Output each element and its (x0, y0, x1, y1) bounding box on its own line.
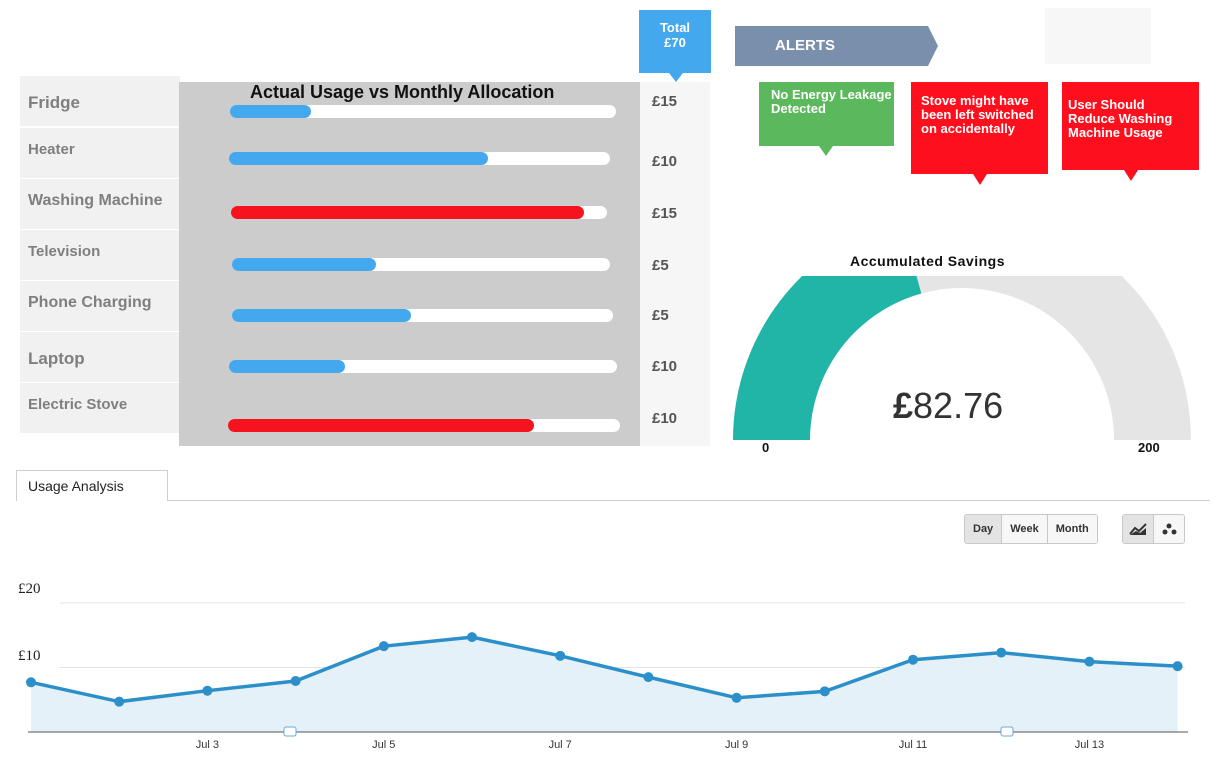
gauge-title: Accumulated Savings (850, 253, 1005, 269)
usage-line (30, 635, 1178, 704)
alert-text: No Energy Leakage Detected (771, 87, 892, 116)
appliance-label: Washing Machine (28, 192, 163, 209)
tab-divider (168, 500, 1210, 501)
data-point[interactable] (290, 676, 301, 687)
alert-stove: Stove might have been left switched on a… (911, 82, 1048, 174)
alert-pointer (973, 174, 987, 185)
data-point[interactable] (467, 632, 477, 643)
appliance-row: Fridge (20, 76, 180, 126)
usage-track (232, 309, 613, 322)
data-point[interactable] (202, 685, 213, 696)
appliance-cost: £5 (652, 307, 669, 324)
appliance-row: Washing Machine (20, 179, 180, 229)
usage-fill (232, 309, 412, 322)
tab-usage-analysis[interactable]: Usage Analysis (16, 470, 168, 501)
alert-pointer (819, 146, 833, 156)
x-tick-label: Jul 11 (898, 739, 928, 751)
annotation-flag-icon[interactable] (283, 726, 297, 737)
usage-fill (230, 105, 312, 118)
range-month-button[interactable]: Month (1047, 515, 1097, 543)
savings-value: £82.76 (893, 385, 1003, 427)
usage-fill (229, 152, 489, 165)
x-tick-label: Jul 13 (1074, 739, 1105, 751)
total-label: Total (659, 20, 691, 35)
gauge-max-label: 200 (1138, 440, 1160, 455)
total-badge-pointer (669, 73, 683, 82)
gauge-fill (733, 276, 922, 440)
appliance-cost: £15 (652, 93, 678, 110)
appliance-label: Phone Charging (28, 294, 152, 311)
x-tick-label: Jul 7 (548, 739, 572, 751)
data-point[interactable] (731, 692, 742, 703)
usage-chart (26, 602, 1188, 737)
usage-track (230, 105, 616, 118)
appliance-label: Laptop (28, 349, 85, 368)
alerts-banner-tip (928, 26, 938, 66)
range-day-button[interactable]: Day (965, 515, 1003, 543)
data-point[interactable] (378, 641, 389, 652)
data-point[interactable] (908, 654, 918, 665)
appliance-cost: £10 (652, 410, 678, 427)
currency-symbol: £ (893, 385, 914, 426)
line-chart-button[interactable] (1123, 515, 1154, 543)
data-point[interactable] (555, 650, 566, 661)
y-tick-label: £20 (18, 581, 41, 597)
data-point[interactable] (1084, 656, 1095, 667)
appliance-label: Electric Stove (28, 396, 128, 413)
appliance-row: Television (20, 230, 180, 280)
data-point[interactable] (643, 672, 654, 683)
scatter-chart-icon (1162, 523, 1177, 535)
total-badge: Total £70 (639, 10, 711, 73)
alert-washing-machine: User Should Reduce Washing Machine Usage (1062, 82, 1199, 170)
y-tick-label: £10 (18, 648, 41, 664)
alert-text: User Should Reduce Washing Machine Usage (1068, 97, 1173, 140)
appliance-cost: £5 (652, 257, 669, 274)
appliance-row: Laptop (20, 332, 180, 382)
x-tick-label: Jul 5 (372, 739, 396, 751)
appliance-row: Heater (20, 128, 180, 178)
line-chart-icon (1129, 523, 1147, 535)
savings-amount: 82.76 (913, 385, 1004, 426)
alert-no-leakage: No Energy Leakage Detected (759, 82, 894, 146)
usage-area (31, 637, 1178, 732)
x-tick-label: Jul 3 (195, 739, 220, 751)
data-point[interactable] (1172, 661, 1183, 672)
data-point[interactable] (114, 696, 125, 707)
usage-fill (228, 419, 534, 432)
appliance-row: Electric Stove (20, 383, 180, 433)
usage-fill (232, 258, 376, 271)
appliance-label: Heater (28, 141, 75, 158)
usage-track (229, 360, 617, 373)
range-week-button[interactable]: Week (1002, 515, 1048, 543)
panel-title: Actual Usage vs Monthly Allocation (250, 82, 555, 102)
alert-pointer (1124, 170, 1138, 181)
gauge-min-label: 0 (762, 440, 770, 455)
appliance-cost: £10 (652, 358, 678, 375)
appliance-cost: £15 (652, 205, 678, 222)
appliance-label: Television (28, 243, 101, 260)
range-selector: Day Week Month (964, 514, 1098, 544)
alert-text: Stove might have been left switched on a… (921, 93, 1034, 136)
chart-type-selector (1122, 514, 1185, 544)
appliance-label: Fridge (28, 93, 80, 112)
usage-track (229, 152, 610, 165)
data-point[interactable] (819, 686, 830, 697)
alerts-banner: ALERTS (735, 26, 928, 66)
usage-track (232, 258, 610, 271)
usage-fill (231, 206, 585, 219)
x-tick-label: Jul 9 (724, 739, 749, 751)
usage-track (231, 206, 607, 219)
annotation-flag-icon[interactable] (1000, 726, 1014, 737)
savings-gauge (733, 276, 1191, 440)
data-point[interactable] (996, 647, 1007, 658)
scatter-chart-button[interactable] (1154, 515, 1184, 543)
appliance-cost: £10 (652, 153, 678, 170)
blank-area (1045, 8, 1151, 64)
data-point[interactable] (26, 677, 36, 688)
cost-column (640, 82, 710, 446)
usage-fill (229, 360, 346, 373)
appliance-row: Phone Charging (20, 281, 180, 331)
total-value: £70 (664, 35, 686, 50)
usage-track (228, 419, 620, 432)
